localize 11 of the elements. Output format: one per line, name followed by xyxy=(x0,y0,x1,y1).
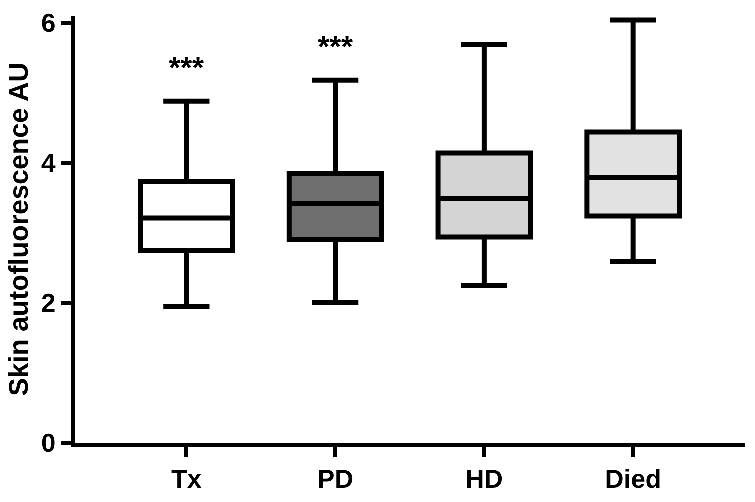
y-axis-title: Skin autofluorescence AU xyxy=(4,62,34,396)
x-tick-label: HD xyxy=(466,464,504,494)
y-tick-label: 6 xyxy=(41,8,56,38)
x-tick-label: PD xyxy=(317,464,354,494)
x-tick-label: Tx xyxy=(172,464,202,494)
y-tick-label: 2 xyxy=(41,288,56,318)
x-tick-label: Died xyxy=(605,464,662,494)
annotation: *** xyxy=(318,31,354,64)
y-tick-label: 0 xyxy=(41,428,56,458)
annotation: *** xyxy=(169,52,204,85)
y-tick-label: 4 xyxy=(41,148,56,178)
